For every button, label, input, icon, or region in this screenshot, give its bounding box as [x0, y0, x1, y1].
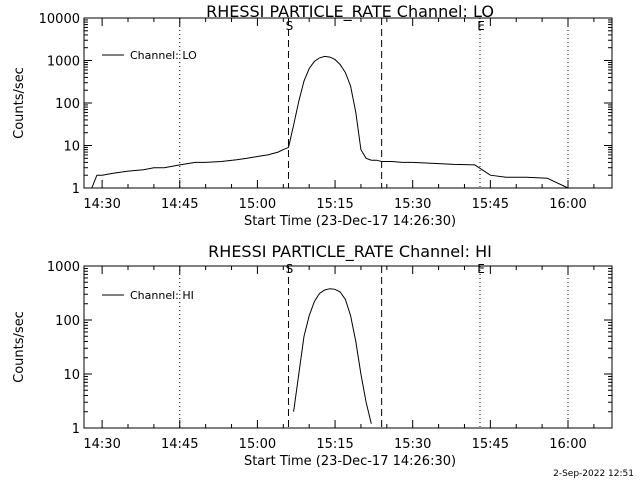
- x-tick-label: 15:45: [472, 197, 509, 212]
- x-tick-label: 14:45: [161, 197, 198, 212]
- y-tick-label: 10: [63, 368, 80, 383]
- series-line-hi: [293, 288, 372, 424]
- x-tick-label: 15:00: [239, 437, 276, 452]
- time-marker-label: S: [286, 262, 294, 276]
- plot-frame: [83, 265, 613, 429]
- y-tick-label: 1: [72, 422, 80, 437]
- x-tick-label: 16:00: [549, 437, 586, 452]
- footer-date: 2-Sep-2022 12:51: [553, 469, 634, 479]
- x-axis-label: Start Time (23-Dec-17 14:26:30): [244, 454, 456, 469]
- time-marker-label: E: [477, 262, 485, 276]
- y-tick-label: 1000: [47, 260, 80, 275]
- y-tick-label: 100: [55, 97, 80, 112]
- x-tick-label: 14:45: [161, 437, 198, 452]
- y-tick-label: 10000: [39, 12, 80, 27]
- chart-panel-hi: RHESSI PARTICLE_RATE Channel: HI 1 10 100 10…: [12, 242, 613, 469]
- time-marker-label: S: [286, 19, 294, 33]
- x-tick-label: 14:30: [83, 437, 120, 452]
- chart-panel-lo: RHESSI PARTICLE_RATE Channel: LO 1 10 100 10…: [12, 2, 613, 229]
- x-tick-label: 14:30: [83, 197, 120, 212]
- y-tick-label: 1000: [47, 55, 80, 70]
- x-tick-label: 15:00: [239, 197, 276, 212]
- y-axis-label: Counts/sec: [12, 311, 27, 383]
- x-tick-label: 15:15: [316, 437, 353, 452]
- x-tick-label: 16:00: [549, 197, 586, 212]
- chart-title: RHESSI PARTICLE_RATE Channel: HI: [208, 242, 492, 262]
- y-tick-label: 1: [72, 182, 80, 197]
- x-tick-label: 15:30: [394, 197, 431, 212]
- x-tick-label: 15:45: [472, 437, 509, 452]
- x-tick-label: 15:30: [394, 437, 431, 452]
- series-line-lo: [84, 55, 569, 189]
- legend-entry: Channel: HI: [130, 289, 194, 302]
- x-axis-label: Start Time (23-Dec-17 14:26:30): [244, 214, 456, 229]
- plot-frame: [83, 17, 613, 189]
- chart-title: RHESSI PARTICLE_RATE Channel: LO: [206, 2, 494, 22]
- time-marker-label: E: [477, 19, 485, 33]
- y-axis-label: Counts/sec: [12, 67, 27, 139]
- y-tick-label: 10: [63, 140, 80, 155]
- y-tick-label: 100: [55, 314, 80, 329]
- x-tick-label: 15:15: [316, 197, 353, 212]
- legend-entry: Channel: LO: [130, 49, 197, 62]
